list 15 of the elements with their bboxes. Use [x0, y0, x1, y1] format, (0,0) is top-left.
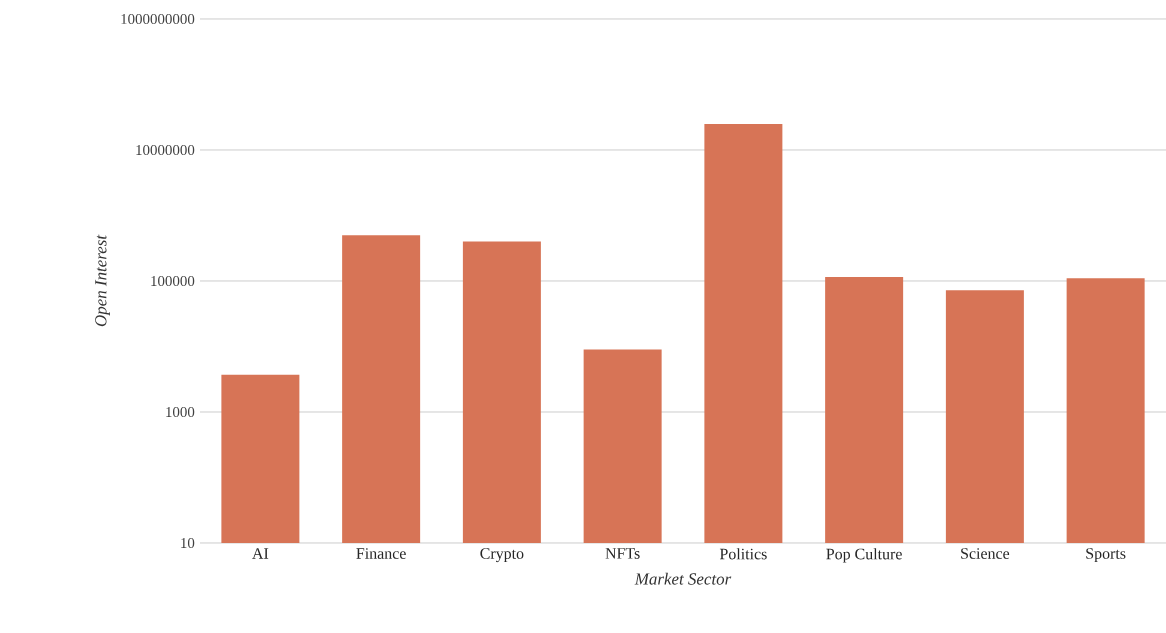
x-tick-label: AI — [252, 548, 269, 559]
y-tick-label: 1000 — [166, 406, 195, 418]
x-tick-label: Finance — [356, 548, 406, 559]
x-tick-label: Pop Culture — [826, 548, 902, 563]
x-tick-label: Science — [961, 548, 1010, 559]
x-tick-label: Crypto — [480, 548, 524, 563]
y-axis-title: Open Interest — [95, 234, 110, 327]
x-axis-title: Market Sector — [634, 572, 732, 585]
x-tick-label: Politics — [719, 548, 767, 560]
y-tick-label: 10000000 — [136, 144, 195, 156]
x-tick-label: NFTs — [605, 548, 640, 559]
y-tick-label: 100000 — [151, 275, 195, 287]
y-tick-label: 1000000000 — [121, 13, 195, 25]
y-tick-label: 10 — [181, 537, 195, 549]
x-tick-label: Sports — [1086, 548, 1126, 563]
